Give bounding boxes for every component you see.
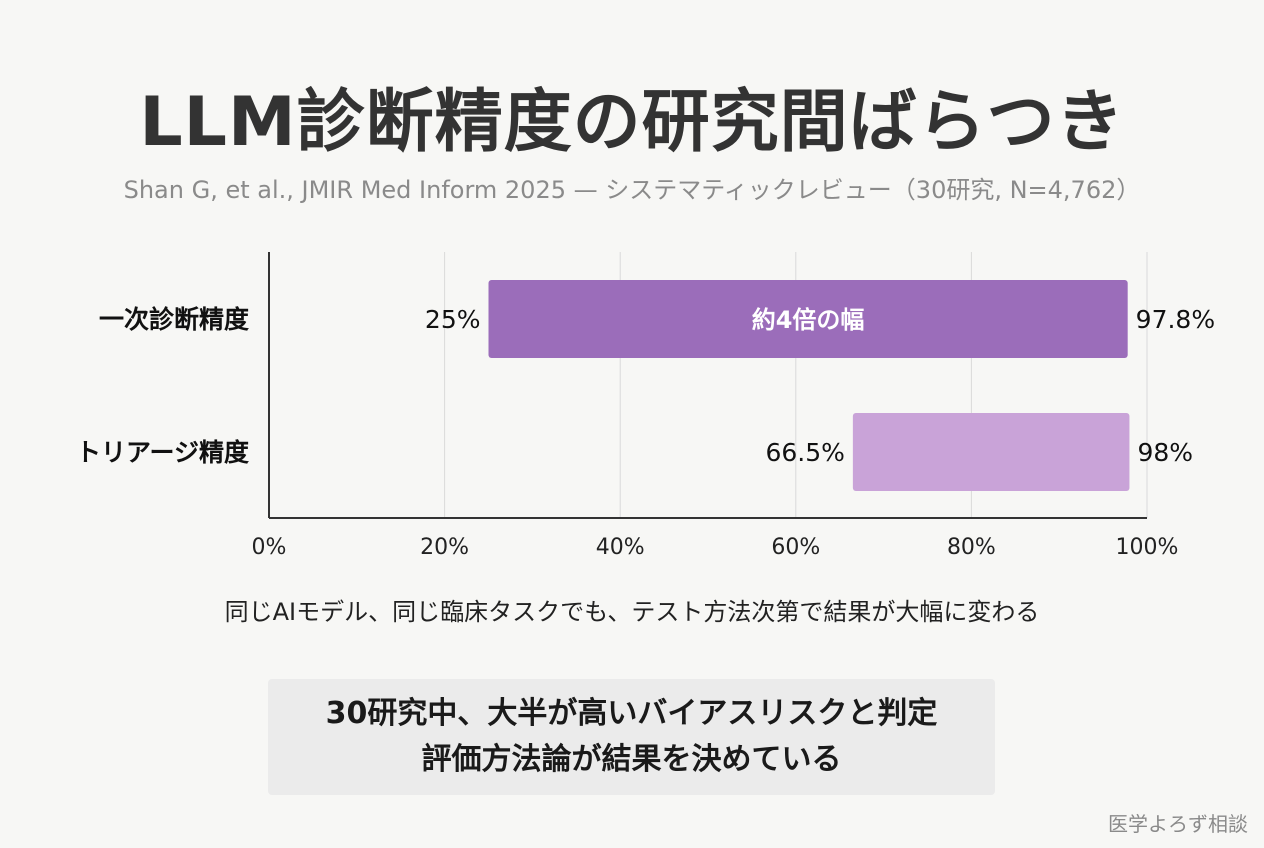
x-tick-label-0: 0%: [252, 535, 287, 560]
x-tick-label-2: 40%: [596, 535, 645, 560]
range-bar-0: [488, 280, 1128, 358]
low-value-label-1: 66.5%: [765, 438, 844, 467]
chart-subtitle: Shan G, et al., JMIR Med Inform 2025 — シ…: [123, 176, 1141, 204]
chart-title: LLM診断精度の研究間ばらつき: [139, 83, 1125, 162]
brand-label: 医学よろず相談: [1108, 812, 1248, 836]
category-label-1: トリアージ精度: [76, 438, 249, 467]
range-bar-1: [852, 413, 1130, 491]
callout-line-1: 30研究中、大半が高いバイアスリスクと判定: [325, 696, 938, 731]
chart-caption: 同じAIモデル、同じ臨床タスクでも、テスト方法次第で結果が大幅に変わる: [224, 598, 1040, 626]
range-bar-chart: 0% 20% 40% 60% 80% 100% 一次診断精度 25% 97.8% 約4倍の幅トリア…: [76, 252, 1215, 560]
low-value-label-0: 25%: [425, 305, 481, 334]
x-tick-label-1: 20%: [420, 535, 469, 560]
conclusion-callout: 30研究中、大半が高いバイアスリスクと判定 評価方法論が結果を決めている: [268, 679, 995, 795]
x-tick-label-4: 80%: [947, 535, 996, 560]
bar-annotation-0: 約4倍の幅: [752, 306, 865, 334]
category-label-0: 一次診断精度: [99, 305, 249, 334]
high-value-label-0: 97.8%: [1136, 305, 1215, 334]
high-value-label-1: 98%: [1137, 438, 1193, 467]
callout-line-2: 評価方法論が結果を決めている: [421, 742, 842, 777]
x-tick-label-3: 60%: [771, 535, 820, 560]
x-tick-label-5: 100%: [1116, 535, 1179, 560]
